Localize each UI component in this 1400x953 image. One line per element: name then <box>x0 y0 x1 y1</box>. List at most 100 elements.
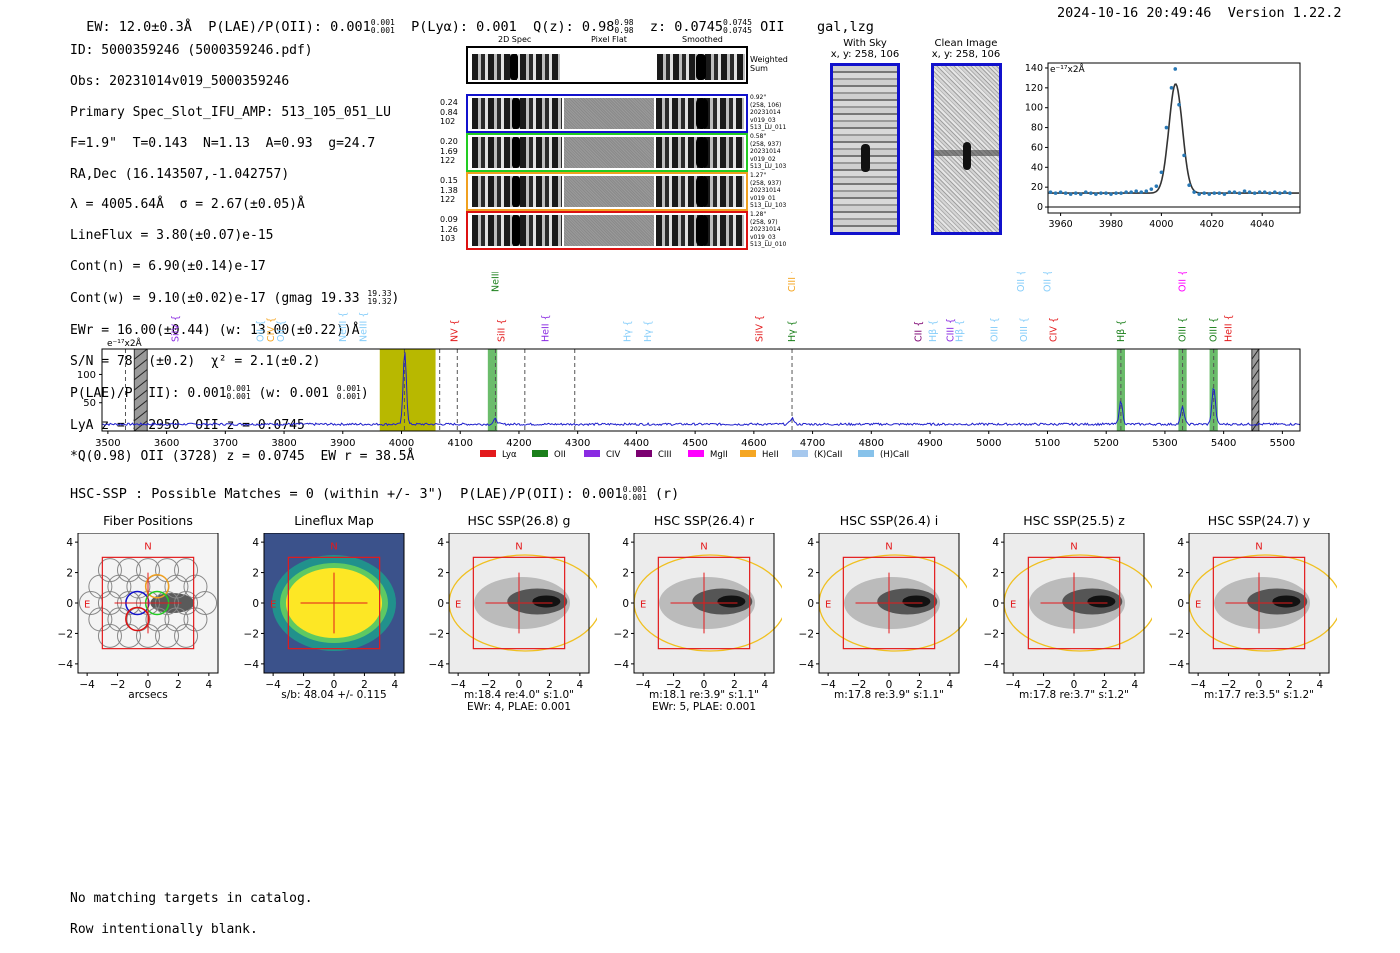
thumb-ytick-label: 4 <box>252 537 259 549</box>
spec-line-label: OII { <box>276 320 287 342</box>
thumb-ytick-label: −2 <box>614 628 629 640</box>
thumb-xtick-label: 2 <box>1101 679 1108 691</box>
spec-xtick-label: 4400 <box>624 438 649 449</box>
hsc-core <box>717 595 746 608</box>
fov-box <box>472 556 566 650</box>
cutout-left-values: 0.15 1.38 122 <box>440 176 464 205</box>
info-plae-w-sub: 0.001 <box>336 392 361 402</box>
fit-data-point <box>1053 191 1058 195</box>
thumb-xtick-label: −4 <box>265 679 281 691</box>
cutout-left-value: 0.24 <box>440 98 458 107</box>
cutout-row <box>466 211 748 250</box>
fit-data-point <box>1177 102 1181 107</box>
info-line: Obs: 20231014v019_5000359246 <box>70 74 290 90</box>
thumb-ytick-label: 0 <box>252 598 259 610</box>
thumb-title: Lineflux Map <box>294 513 374 528</box>
thumb-ytick-label: 0 <box>992 598 999 610</box>
north-label: N <box>885 542 892 553</box>
spec-hatch-line <box>1251 369 1260 381</box>
spec-line-label: Hβ { <box>1116 320 1127 342</box>
east-label: E <box>455 600 461 611</box>
thumb-caption: s/b: 48.04 +/- 0.115 <box>244 689 424 701</box>
fit-data-point <box>1159 170 1164 175</box>
spec-olive-band <box>379 349 436 431</box>
info-gmag-text: Cont(w) = 9.10(±0.02)e-17 (gmag 19.33 <box>70 290 360 306</box>
fit-data-point <box>1217 191 1222 195</box>
hsc-core <box>1272 595 1301 608</box>
spec-line-label: OIII { <box>1019 317 1030 342</box>
info-line: LyA z = 2.2950 OII z = 0.0745 <box>70 418 305 434</box>
cutout-peak-smoothed <box>696 137 708 168</box>
thumb-xtick-label: 4 <box>577 679 584 691</box>
fit-data-point <box>1073 191 1078 195</box>
spec-hatch-line <box>133 410 148 422</box>
cutout-left-value: 103 <box>440 234 456 243</box>
hsc-summary: HSC-SSP : Possible Matches = 0 (within +… <box>70 486 679 503</box>
cutout-peak <box>512 176 520 207</box>
thumb-ytick-label: −4 <box>984 659 1000 671</box>
fit-data-point <box>1197 192 1201 196</box>
header-timestamp: 2024-10-16 20:49:46 <box>1057 5 1212 21</box>
info-line: Cont(n) = 6.90(±0.14)e-17 <box>70 259 266 275</box>
fiber-circle <box>174 623 199 648</box>
fit-data-point <box>1129 190 1133 194</box>
thumb-ytick-label: 4 <box>1177 537 1184 549</box>
east-label: E <box>270 600 276 611</box>
fit-data-point <box>1078 192 1083 196</box>
cutout-peak-smoothed <box>696 98 708 129</box>
thumb-ytick-label: 2 <box>437 568 444 580</box>
thumb-ytick-label: −4 <box>244 659 260 671</box>
fit-data-point <box>1242 189 1247 193</box>
fit-model-curve <box>1048 83 1299 194</box>
col-pixel-flat: Pixel Flat <box>591 35 627 44</box>
fiber-circle <box>126 574 151 599</box>
north-label: N <box>330 542 337 553</box>
fit-ytick-label: 100 <box>1025 103 1043 114</box>
fit-data-point <box>1104 191 1108 195</box>
thumb-xtick-label: −4 <box>820 679 836 691</box>
cutout-peak-smoothed <box>696 215 708 246</box>
spec-hatch-line <box>1251 410 1260 422</box>
north-label: N <box>144 542 151 553</box>
spec-xtick-label: 4900 <box>917 438 942 449</box>
thumb-ytick-label: −2 <box>984 628 999 640</box>
fiber-highlight <box>125 606 150 632</box>
fit-xtick-label: 4020 <box>1200 219 1224 230</box>
cutout-peak-smoothed <box>696 176 708 207</box>
thumb-ytick-label: −2 <box>58 628 73 640</box>
thumb-xtick-label: −2 <box>666 679 681 691</box>
info-line-gmag: Cont(w) = 9.10(±0.02)e-17 (gmag 19.33 19… <box>70 289 400 307</box>
cutout-right-value: v019_03 <box>750 233 776 241</box>
info-line: F=1.9" T=0.143 N=1.13 A=0.93 g=24.7 <box>70 135 376 151</box>
hsc-core <box>532 595 561 608</box>
cutout-right-value: v019_02 <box>750 155 776 163</box>
fit-ytick-label: 80 <box>1031 123 1043 134</box>
header-z-sup: 0.0745 <box>723 18 752 27</box>
thumb-ytick-label: 4 <box>807 537 814 549</box>
cutout-right-value: 1.27" <box>750 172 767 179</box>
thumb-xtick-label: 2 <box>361 679 368 691</box>
thumb-xtick-label: 2 <box>546 679 553 691</box>
spec-line-label: NeIII { <box>338 312 349 342</box>
with-sky-coords: x, y: 258, 106 <box>830 49 900 60</box>
fov-box <box>657 556 751 650</box>
thumb-xtick-label: 4 <box>1317 679 1324 691</box>
cutout-right-value: 20231014 <box>750 148 781 155</box>
thumb-xtick-label: −4 <box>79 679 95 691</box>
info-line: EWr = 16.00(±0.44) (w: 13.00(±0.22))Å <box>70 323 360 339</box>
cutout-left-value: 0.84 <box>440 107 458 117</box>
info-line-plae: P(LAE)/P(OII): 0.0010.001 0.001 (w: 0.001… <box>70 384 369 402</box>
cutout-right-value: 20231014 <box>750 226 781 233</box>
clean-image-title: Clean Image x, y: 258, 106 <box>930 38 1002 60</box>
header-qz: Q(z): 0.98 <box>533 19 615 35</box>
north-label: N <box>1255 542 1262 553</box>
spec-legend-label: (K)CaII <box>814 450 842 460</box>
fit-data-point <box>1169 86 1174 90</box>
info-line: *Q(0.98) OII (3728) z = 0.0745 EW r = 38… <box>70 449 415 465</box>
fiber-circle <box>183 607 208 632</box>
info-line: Primary Spec_Slot_IFU_AMP: 513_105_051_L… <box>70 105 391 121</box>
cutout-pixel-flat <box>564 137 654 168</box>
spec-line-label: CII { <box>913 321 924 342</box>
fit-data-point <box>1222 192 1227 196</box>
fiber-circle <box>116 623 141 648</box>
